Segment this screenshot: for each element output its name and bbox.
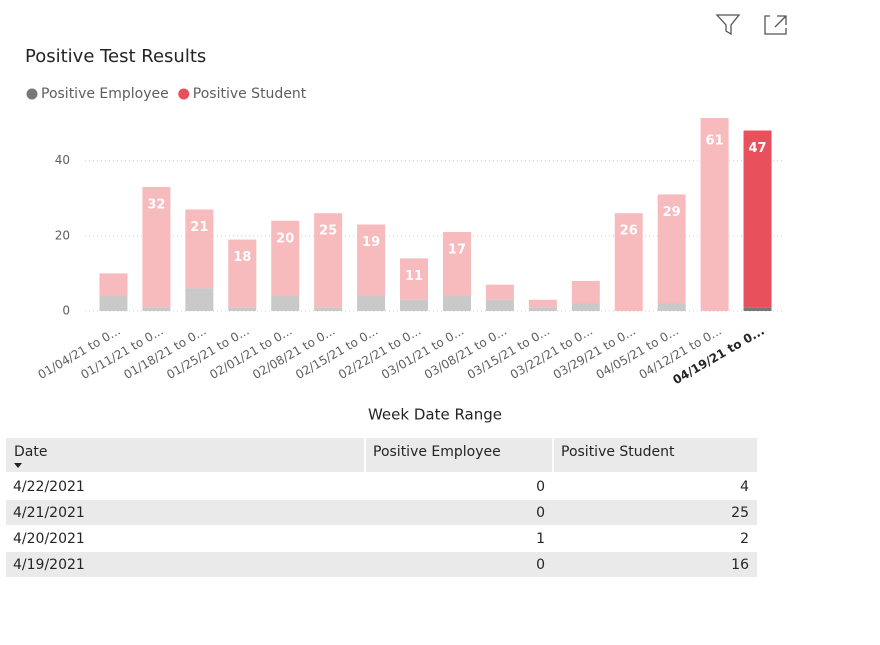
table-cell: 4/22/2021 xyxy=(13,479,85,495)
focus-mode-icon-shape xyxy=(764,15,787,35)
data-label: 18 xyxy=(233,250,251,265)
bar-segment xyxy=(400,299,429,311)
bar-segment xyxy=(657,303,686,311)
table-row xyxy=(6,526,757,551)
focus-mode-icon[interactable] xyxy=(764,15,787,35)
bar-segment xyxy=(442,232,471,296)
bar-segment xyxy=(743,307,772,311)
bar-segment xyxy=(485,284,514,300)
x-axis-title: Week Date Range xyxy=(368,406,502,424)
bar-segment xyxy=(528,307,557,311)
legend: Positive Employee Positive Student xyxy=(26,86,307,102)
data-label: 20 xyxy=(276,231,294,246)
bar-segment xyxy=(571,303,600,311)
table-cell: 1 xyxy=(536,531,545,547)
bar-segment xyxy=(528,299,557,308)
bar-segment xyxy=(99,273,128,296)
data-label: 11 xyxy=(405,269,423,284)
bar-segment xyxy=(442,295,471,311)
table-cell: 4/19/2021 xyxy=(13,557,85,573)
bar-segment xyxy=(185,209,214,289)
bar-segment xyxy=(571,280,600,304)
table-cell: 0 xyxy=(536,505,545,521)
data-label: 21 xyxy=(190,220,208,235)
bar-segment xyxy=(614,213,643,311)
y-tick-label: 40 xyxy=(55,153,70,167)
bar-segment xyxy=(657,194,686,304)
legend-label: Positive Student xyxy=(193,86,307,102)
filter-icon-shape xyxy=(715,14,741,36)
data-label: 17 xyxy=(448,243,466,258)
bar-segment xyxy=(700,118,729,311)
table-row xyxy=(6,552,757,577)
data-label: 61 xyxy=(706,134,724,149)
table-cell: 0 xyxy=(536,479,545,495)
table-cell: 4/21/2021 xyxy=(13,505,85,521)
y-tick-label: 0 xyxy=(62,304,70,318)
table-cell: 16 xyxy=(731,557,749,573)
bar-segment xyxy=(357,224,386,296)
bar-segment xyxy=(185,288,214,311)
bar-segment xyxy=(743,130,772,308)
filter-icon[interactable] xyxy=(715,14,741,36)
bar-segment xyxy=(228,307,257,311)
bar-segment xyxy=(271,220,300,296)
data-label: 32 xyxy=(147,197,165,212)
table-cell: 4 xyxy=(740,479,749,495)
table-cell: 2 xyxy=(740,531,749,547)
legend-marker xyxy=(178,88,190,100)
table-cell: 0 xyxy=(536,557,545,573)
bar-segment xyxy=(314,307,343,311)
chart-title: Positive Test Results xyxy=(25,46,206,67)
data-label: 26 xyxy=(620,224,638,239)
bar-segment xyxy=(271,295,300,311)
bar-segment xyxy=(400,258,429,300)
bar-segment xyxy=(99,295,128,311)
bar-segment xyxy=(142,307,171,311)
bar-segment xyxy=(228,239,257,308)
table-cell: 25 xyxy=(731,505,749,521)
data-label: 29 xyxy=(663,205,681,220)
data-label: 25 xyxy=(319,224,337,239)
table-cell: 4/20/2021 xyxy=(13,531,85,547)
bar-segment xyxy=(357,295,386,311)
legend-label: Positive Employee xyxy=(41,86,169,102)
bar-segment xyxy=(142,186,171,308)
table-row xyxy=(6,474,757,499)
bars xyxy=(99,118,772,311)
table-row xyxy=(6,500,757,525)
column-header: Positive Student xyxy=(561,444,675,460)
data-label: 47 xyxy=(748,141,766,156)
legend-marker xyxy=(26,88,38,100)
data-label: 19 xyxy=(362,235,380,250)
column-header: Positive Employee xyxy=(373,444,501,460)
table-header xyxy=(6,438,757,472)
sort-arrow xyxy=(14,463,22,468)
bar-segment xyxy=(485,299,514,311)
y-tick-label: 20 xyxy=(55,228,70,242)
table: Date Positive Employee Positive Student 4/2… xyxy=(6,438,757,577)
bar-segment xyxy=(314,213,343,308)
column-header: Date xyxy=(14,444,47,460)
